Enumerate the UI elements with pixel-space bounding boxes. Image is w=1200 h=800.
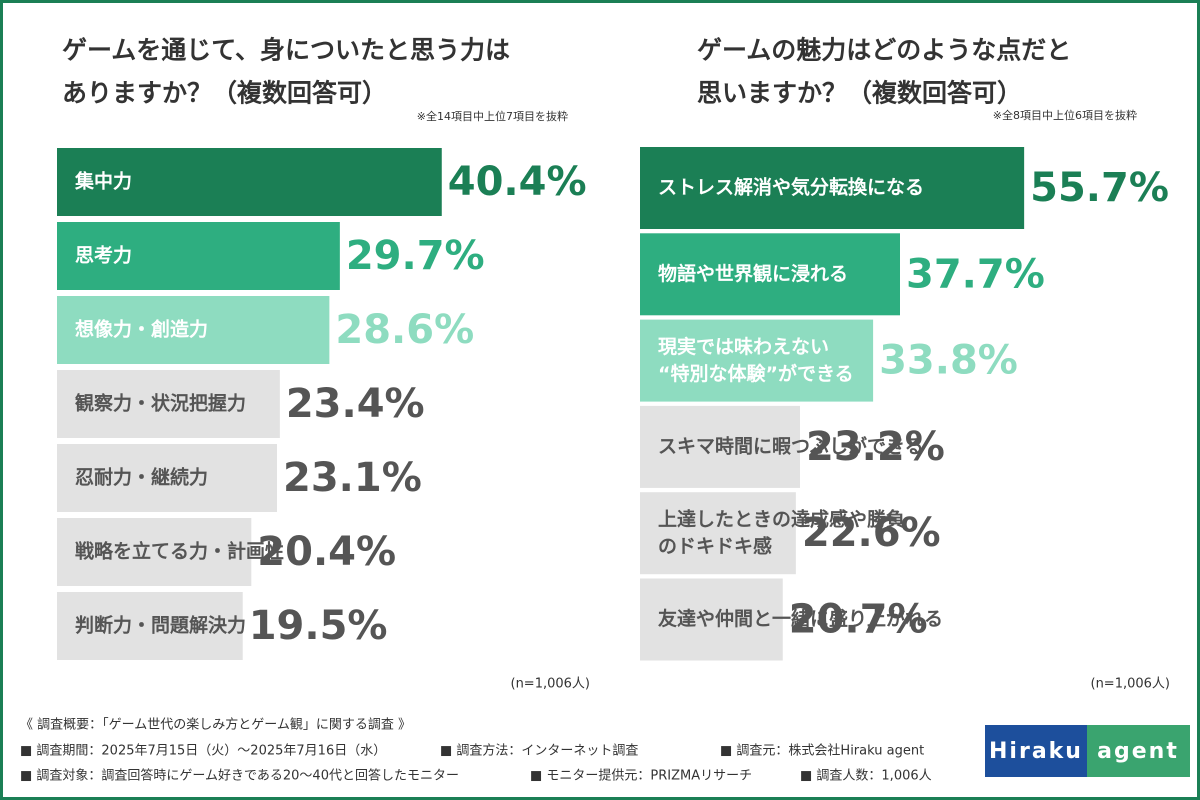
logo-right-box (1087, 725, 1190, 777)
category-label: 現実では味わえない“特別な体験”ができる (658, 335, 854, 385)
footer-item: ■ 調査元：株式会社Hiraku agent (720, 743, 924, 759)
category-label: 友達や仲間と一緒に盛り上がれる (658, 607, 943, 630)
value-label: 20.4% (257, 529, 396, 575)
category-label: 観察力・状況把握力 (75, 392, 246, 415)
logo-left-box (985, 725, 1087, 777)
value-label: 28.6% (335, 307, 474, 353)
category-label: スキマ時間に暇つぶしができる (658, 434, 924, 457)
value-label: 22.6% (802, 510, 941, 556)
value-label: 23.2% (806, 424, 945, 470)
bar (640, 492, 796, 575)
value-label: 40.4% (448, 159, 587, 205)
logo-left: Hiraku (989, 739, 1083, 764)
footer-item: ■ 調査人数：1,006人 (800, 769, 932, 784)
value-label: 33.8% (879, 338, 1018, 384)
bar (57, 296, 330, 364)
logo-right: agent (1097, 739, 1179, 764)
bar (640, 319, 874, 402)
footer-title: 《 調査概要：「ゲーム世代の楽しみ方とゲーム観」に関する調査 》 (20, 717, 411, 733)
category-label: 上達したときの達成感や勝負のドキドキ感 (658, 507, 905, 557)
sample-size: (n=1,006人) (511, 677, 591, 692)
footer-item: ■ モニター提供元：PRIZMAリサーチ (530, 768, 752, 784)
bar (640, 233, 900, 316)
value-label: 23.4% (286, 381, 425, 427)
footer-item: ■ 調査期間：2025年7月15日（火）〜2025年7月16日（水） (20, 744, 386, 759)
category-label: 物語や世界観に浸れる (658, 262, 848, 285)
bar (57, 444, 277, 512)
footer-item: ■ 調査対象：調査回答時にゲーム好きである20〜40代と回答したモニター (20, 768, 459, 784)
bar (57, 592, 243, 660)
chart-title: ゲームの魅力はどのような点だと思いますか？（複数回答可） (697, 36, 1071, 108)
value-label: 23.1% (283, 455, 422, 501)
bar (57, 222, 340, 290)
category-label: ストレス解消や気分転換になる (658, 176, 924, 199)
value-label: 55.7% (1030, 165, 1169, 211)
bar (640, 147, 1025, 229)
bar (640, 405, 800, 488)
category-label: 思考力 (75, 244, 132, 267)
category-label: 集中力 (74, 170, 132, 193)
chart-title: ゲームを通じて、身についたと思う力はありますか？（複数回答可） (62, 36, 510, 108)
bar (640, 578, 783, 661)
chart-note: ※全8項目中上位6項目を抜粋 (993, 108, 1137, 122)
value-label: 29.7% (346, 233, 485, 279)
value-label: 37.7% (906, 251, 1045, 297)
chart-note: ※全14項目中上位7項目を抜粋 (417, 109, 568, 123)
bar (57, 370, 280, 438)
bar (57, 148, 442, 216)
value-label: 20.7% (789, 597, 928, 643)
value-label: 19.5% (249, 603, 388, 649)
footer-item: ■ 調査方法：インターネット調査 (440, 743, 638, 759)
category-label: 戦略を立てる力・計画性 (75, 540, 284, 563)
bar (57, 518, 252, 586)
category-label: 判断力・問題解決力 (75, 614, 246, 637)
category-label: 想像力・創造力 (75, 318, 208, 341)
category-label: 忍耐力・継続力 (75, 466, 208, 489)
sample-size: (n=1,006人) (1091, 677, 1171, 692)
